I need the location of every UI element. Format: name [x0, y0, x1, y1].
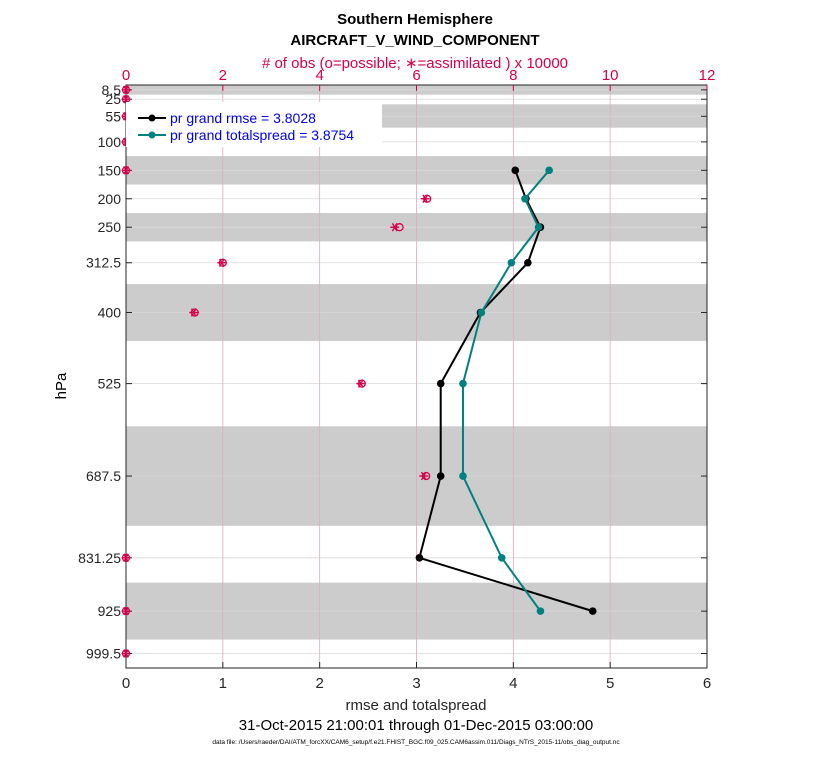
top-tick-label-6: 12 [699, 67, 716, 84]
series-0-point-5 [436, 379, 445, 388]
top-axis-label: # of obs (o=possible; ∗=assimilated ) x … [262, 55, 568, 72]
y-tick-label-12: 925 [98, 603, 122, 619]
obs-assimilated-stroke [123, 166, 129, 175]
y-tick-label-0: 8.5 [102, 82, 122, 98]
legend-box [126, 102, 382, 147]
top-tick-label-1: 2 [219, 67, 227, 84]
obs-assimilated-marker-6 [390, 222, 400, 232]
vertical-gridlines [222, 85, 611, 668]
top-tick-label-2: 4 [315, 67, 323, 84]
legend: pr grand rmse = 3.8028 pr grand totalspr… [126, 102, 382, 147]
legend-label-spread: pr grand totalspread = 3.8754 [170, 127, 354, 143]
series-lines [415, 166, 597, 615]
obs-assimilated-stroke [391, 222, 398, 232]
obs-assimilated-marker-1 [121, 94, 131, 104]
y-tick-label-1: 25 [105, 91, 121, 107]
series-0-point-3 [524, 258, 532, 267]
x-tick-label-6: 6 [703, 675, 711, 692]
series-1-point-2 [534, 223, 543, 231]
obs-assimilated-stroke [420, 471, 427, 481]
x-tick-label-0: 0 [122, 675, 130, 692]
obs-assimilated-marker-13 [121, 649, 131, 658]
obs-assimilated-marker-9 [356, 379, 366, 388]
y-tick-label-9: 525 [98, 376, 122, 392]
series-1-point-1 [521, 194, 529, 203]
obs-assimilated-stroke [190, 308, 197, 317]
obs-assimilated-marker-11 [121, 553, 131, 563]
obs-assimilated-stroke [422, 194, 429, 204]
x-tick-label-2: 2 [315, 675, 323, 692]
obs-assimilated-marker-8 [189, 308, 199, 317]
legend-marker-rmse [148, 114, 156, 122]
x-tick-label-3: 3 [412, 675, 420, 692]
obs-assimilated-marker-4 [121, 166, 131, 175]
obs-assimilated-stroke [219, 258, 225, 267]
y-tick-label-2: 55 [105, 108, 121, 124]
obs-assimilated-stroke [123, 606, 129, 616]
legend-label-rmse: pr grand rmse = 3.8028 [170, 110, 316, 126]
x-tick-label-4: 4 [509, 675, 517, 692]
obs-assimilated-marker-5 [420, 194, 430, 204]
obs-assimilated-marker-12 [121, 606, 131, 616]
series-0-point-6 [436, 472, 445, 480]
obs-assimilated-marker-7 [217, 258, 227, 267]
y-tick-label-6: 250 [98, 219, 122, 235]
top-tick-label-4: 8 [509, 67, 517, 84]
y-axis-label: hPa [53, 372, 70, 399]
series-0-point-0 [511, 166, 520, 175]
y-tick-label-5: 200 [98, 191, 122, 207]
obs-assimilated-stroke [357, 379, 364, 388]
series-1-point-3 [507, 258, 516, 267]
obs-assimilated-stroke [123, 85, 129, 95]
series-1-point-8 [536, 607, 545, 615]
series-0-point-7 [415, 553, 424, 562]
bottom-x-axis: 0 1 2 3 4 5 6 [122, 662, 711, 692]
y-tick-label-7: 312.5 [86, 255, 121, 271]
y-tick-label-13: 999.5 [86, 645, 121, 661]
obs-assimilated-marker-0 [121, 85, 131, 95]
series-1-point-4 [477, 308, 486, 317]
series-1-point-6 [459, 472, 467, 480]
y-tick-label-10: 687.5 [86, 468, 121, 484]
y-tick-label-8: 400 [98, 305, 122, 321]
legend-marker-spread [148, 131, 156, 139]
chart-subtitle: AIRCRAFT_V_WIND_COMPONENT [290, 32, 539, 49]
series-1-point-0 [545, 166, 553, 175]
top-tick-label-3: 6 [412, 67, 420, 84]
top-x-axis: 0 2 4 6 8 10 12 [122, 67, 716, 91]
obs-assimilated-stroke [123, 649, 129, 658]
obs-assimilated-stroke [123, 94, 129, 104]
top-tick-label-0: 0 [122, 67, 130, 84]
series-1-point-5 [459, 379, 467, 388]
series-1-point-7 [497, 553, 506, 562]
y-tick-label-4: 150 [98, 162, 122, 178]
obs-assimilated-stroke [123, 553, 129, 563]
date-range: 31-Oct-2015 21:00:01 through 01-Dec-2015… [239, 717, 593, 734]
chart-title: Southern Hemisphere [337, 11, 493, 28]
series-0-point-8 [588, 607, 597, 615]
x-tick-label-5: 5 [606, 675, 614, 692]
data-file-note: data file: /Users/raeder/DAI/ATM_forcXX/… [212, 739, 620, 746]
y-tick-label-3: 100 [98, 134, 122, 150]
y-tick-label-11: 831.25 [78, 550, 121, 566]
top-tick-label-5: 10 [602, 67, 619, 84]
x-tick-label-1: 1 [219, 675, 227, 692]
obs-assimilated-marker-10 [419, 471, 429, 481]
x-axis-label: rmse and totalspread [346, 697, 487, 714]
